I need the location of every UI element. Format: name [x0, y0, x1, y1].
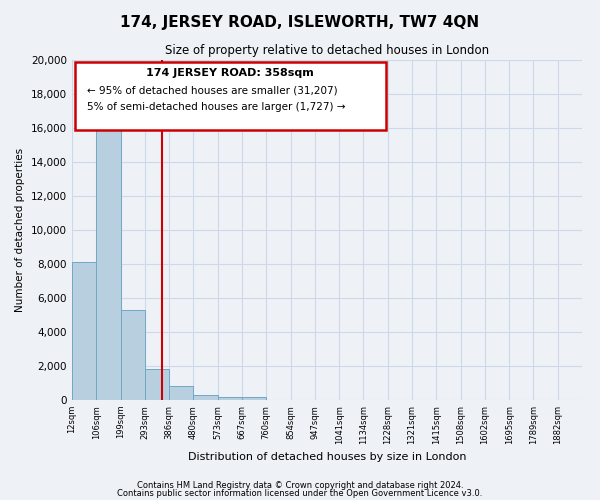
- Text: 5% of semi-detached houses are larger (1,727) →: 5% of semi-detached houses are larger (1…: [88, 102, 346, 113]
- Bar: [72, 262, 96, 400]
- Bar: [169, 386, 193, 400]
- Text: Contains HM Land Registry data © Crown copyright and database right 2024.: Contains HM Land Registry data © Crown c…: [137, 481, 463, 490]
- Bar: [121, 310, 145, 400]
- Text: 174 JERSEY ROAD: 358sqm: 174 JERSEY ROAD: 358sqm: [146, 68, 314, 78]
- Bar: [242, 396, 266, 400]
- FancyBboxPatch shape: [74, 62, 386, 130]
- Bar: [193, 395, 218, 400]
- Text: Contains public sector information licensed under the Open Government Licence v3: Contains public sector information licen…: [118, 488, 482, 498]
- X-axis label: Distribution of detached houses by size in London: Distribution of detached houses by size …: [188, 452, 466, 462]
- Bar: [96, 120, 121, 400]
- Text: ← 95% of detached houses are smaller (31,207): ← 95% of detached houses are smaller (31…: [88, 86, 338, 96]
- Text: 174, JERSEY ROAD, ISLEWORTH, TW7 4QN: 174, JERSEY ROAD, ISLEWORTH, TW7 4QN: [121, 15, 479, 30]
- Title: Size of property relative to detached houses in London: Size of property relative to detached ho…: [165, 44, 489, 58]
- Y-axis label: Number of detached properties: Number of detached properties: [16, 148, 25, 312]
- Bar: [145, 370, 169, 400]
- Bar: [218, 396, 242, 400]
